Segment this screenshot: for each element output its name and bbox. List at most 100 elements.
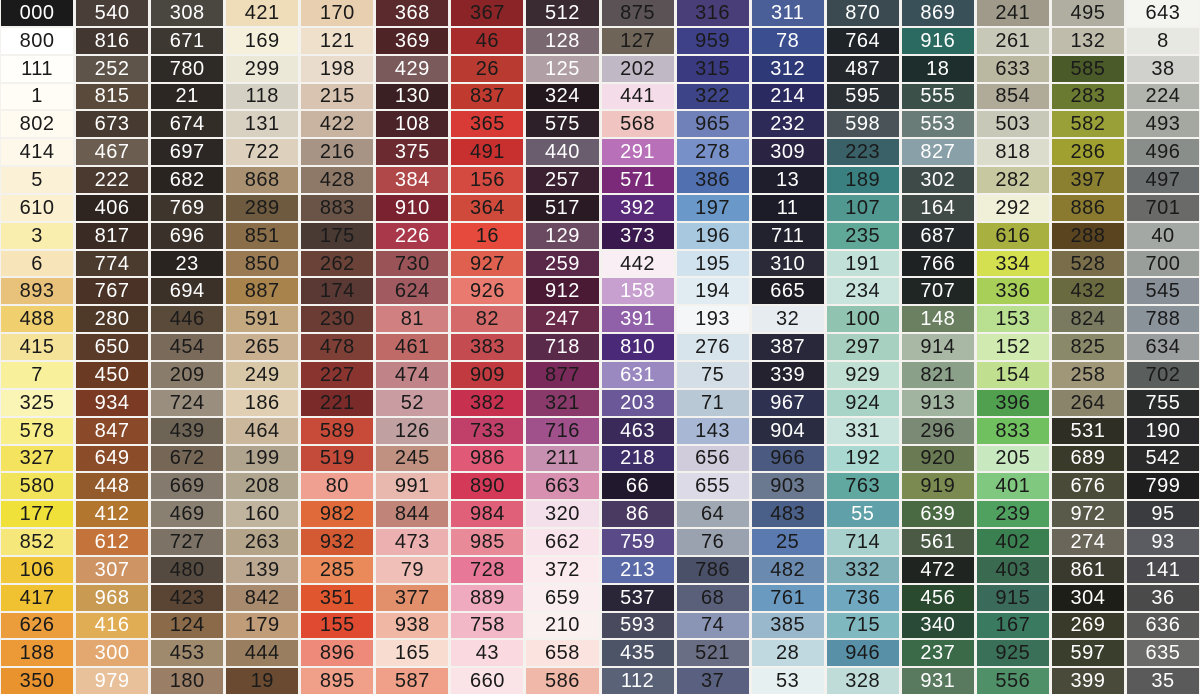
color-swatch: 827 bbox=[901, 139, 974, 166]
color-swatch: 442 bbox=[601, 250, 674, 277]
color-swatch: 18 bbox=[901, 55, 974, 82]
color-swatch: 302 bbox=[901, 167, 974, 193]
color-swatch: 188 bbox=[1, 640, 74, 667]
color-swatch: 517 bbox=[526, 194, 599, 221]
color-swatch: 227 bbox=[301, 361, 374, 388]
color-swatch: 209 bbox=[151, 361, 224, 388]
color-swatch: 542 bbox=[1126, 445, 1199, 472]
color-swatch: 585 bbox=[1051, 55, 1124, 82]
color-swatch: 869 bbox=[901, 0, 974, 26]
color-swatch: 328 bbox=[826, 668, 899, 694]
color-swatch: 6 bbox=[1, 250, 74, 277]
color-swatch: 132 bbox=[1051, 27, 1124, 54]
color-swatch: 315 bbox=[676, 55, 749, 82]
color-swatch: 316 bbox=[676, 0, 749, 26]
color-swatch: 21 bbox=[151, 83, 224, 110]
color-swatch: 79 bbox=[376, 556, 449, 583]
color-swatch: 636 bbox=[1126, 612, 1199, 639]
color-swatch: 339 bbox=[751, 361, 824, 388]
color-swatch: 241 bbox=[976, 0, 1049, 26]
color-swatch: 598 bbox=[826, 111, 899, 138]
color-swatch: 676 bbox=[1051, 473, 1124, 500]
color-swatch: 322 bbox=[676, 83, 749, 110]
color-swatch: 278 bbox=[676, 139, 749, 166]
color-swatch: 852 bbox=[1, 529, 74, 555]
color-swatch: 575 bbox=[526, 111, 599, 138]
color-swatch: 497 bbox=[1126, 167, 1199, 193]
color-swatch: 472 bbox=[901, 556, 974, 583]
color-swatch: 300 bbox=[76, 640, 149, 667]
color-swatch: 733 bbox=[451, 417, 524, 444]
color-swatch: 696 bbox=[151, 222, 224, 249]
color-swatch: 46 bbox=[451, 27, 524, 54]
color-swatch: 682 bbox=[151, 167, 224, 193]
color-swatch: 665 bbox=[751, 278, 824, 305]
color-column: 869 916 18 555 553 827 302 164 687 766 707 148 914 82… bbox=[901, 0, 974, 694]
color-swatch: 909 bbox=[451, 361, 524, 388]
color-swatch: 296 bbox=[901, 417, 974, 444]
color-swatch: 982 bbox=[301, 501, 374, 528]
color-swatch: 8 bbox=[1126, 27, 1199, 54]
color-swatch: 441 bbox=[601, 83, 674, 110]
color-swatch: 152 bbox=[976, 334, 1049, 360]
color-swatch: 312 bbox=[751, 55, 824, 82]
color-swatch: 480 bbox=[151, 556, 224, 583]
color-swatch: 580 bbox=[1, 473, 74, 500]
color-swatch: 213 bbox=[601, 556, 674, 583]
color-swatch: 186 bbox=[226, 389, 299, 416]
color-swatch: 707 bbox=[901, 278, 974, 305]
color-swatch: 453 bbox=[151, 640, 224, 667]
color-swatch: 903 bbox=[751, 473, 824, 500]
color-swatch: 531 bbox=[1051, 417, 1124, 444]
color-swatch: 118 bbox=[226, 83, 299, 110]
color-swatch: 286 bbox=[1051, 139, 1124, 166]
color-swatch: 824 bbox=[1051, 306, 1124, 333]
color-swatch: 851 bbox=[226, 222, 299, 249]
color-swatch: 373 bbox=[601, 222, 674, 249]
color-swatch: 774 bbox=[76, 250, 149, 277]
color-swatch: 107 bbox=[826, 194, 899, 221]
color-swatch: 304 bbox=[1051, 584, 1124, 611]
color-swatch: 694 bbox=[151, 278, 224, 305]
color-swatch: 214 bbox=[751, 83, 824, 110]
color-swatch: 503 bbox=[976, 111, 1049, 138]
color-swatch: 165 bbox=[376, 640, 449, 667]
color-swatch: 730 bbox=[376, 250, 449, 277]
color-swatch: 610 bbox=[1, 194, 74, 221]
color-swatch: 634 bbox=[1126, 334, 1199, 360]
color-swatch: 672 bbox=[151, 445, 224, 472]
color-swatch: 125 bbox=[526, 55, 599, 82]
color-swatch: 308 bbox=[151, 0, 224, 26]
color-swatch: 208 bbox=[226, 473, 299, 500]
color-swatch: 697 bbox=[151, 139, 224, 166]
color-swatch: 111 bbox=[1, 55, 74, 82]
color-swatch: 767 bbox=[76, 278, 149, 305]
color-swatch: 127 bbox=[601, 27, 674, 54]
color-swatch: 367 bbox=[451, 0, 524, 26]
color-swatch: 402 bbox=[976, 529, 1049, 555]
color-swatch: 463 bbox=[601, 417, 674, 444]
color-swatch: 130 bbox=[376, 83, 449, 110]
color-swatch: 000 bbox=[1, 0, 74, 26]
color-swatch: 237 bbox=[901, 640, 974, 667]
color-swatch: 850 bbox=[226, 250, 299, 277]
color-swatch: 469 bbox=[151, 501, 224, 528]
color-swatch: 23 bbox=[151, 250, 224, 277]
color-swatch: 221 bbox=[301, 389, 374, 416]
color-swatch: 177 bbox=[1, 501, 74, 528]
color-swatch: 428 bbox=[301, 167, 374, 193]
color-swatch: 43 bbox=[451, 640, 524, 667]
color-swatch: 927 bbox=[451, 250, 524, 277]
color-swatch: 759 bbox=[601, 529, 674, 555]
color-swatch: 448 bbox=[76, 473, 149, 500]
color-swatch: 399 bbox=[1051, 668, 1124, 694]
color-swatch: 112 bbox=[601, 668, 674, 694]
color-swatch: 464 bbox=[226, 417, 299, 444]
color-swatch: 210 bbox=[526, 612, 599, 639]
color-swatch: 724 bbox=[151, 389, 224, 416]
color-swatch: 919 bbox=[901, 473, 974, 500]
color-swatch: 215 bbox=[301, 83, 374, 110]
color-swatch: 392 bbox=[601, 194, 674, 221]
color-swatch: 727 bbox=[151, 529, 224, 555]
